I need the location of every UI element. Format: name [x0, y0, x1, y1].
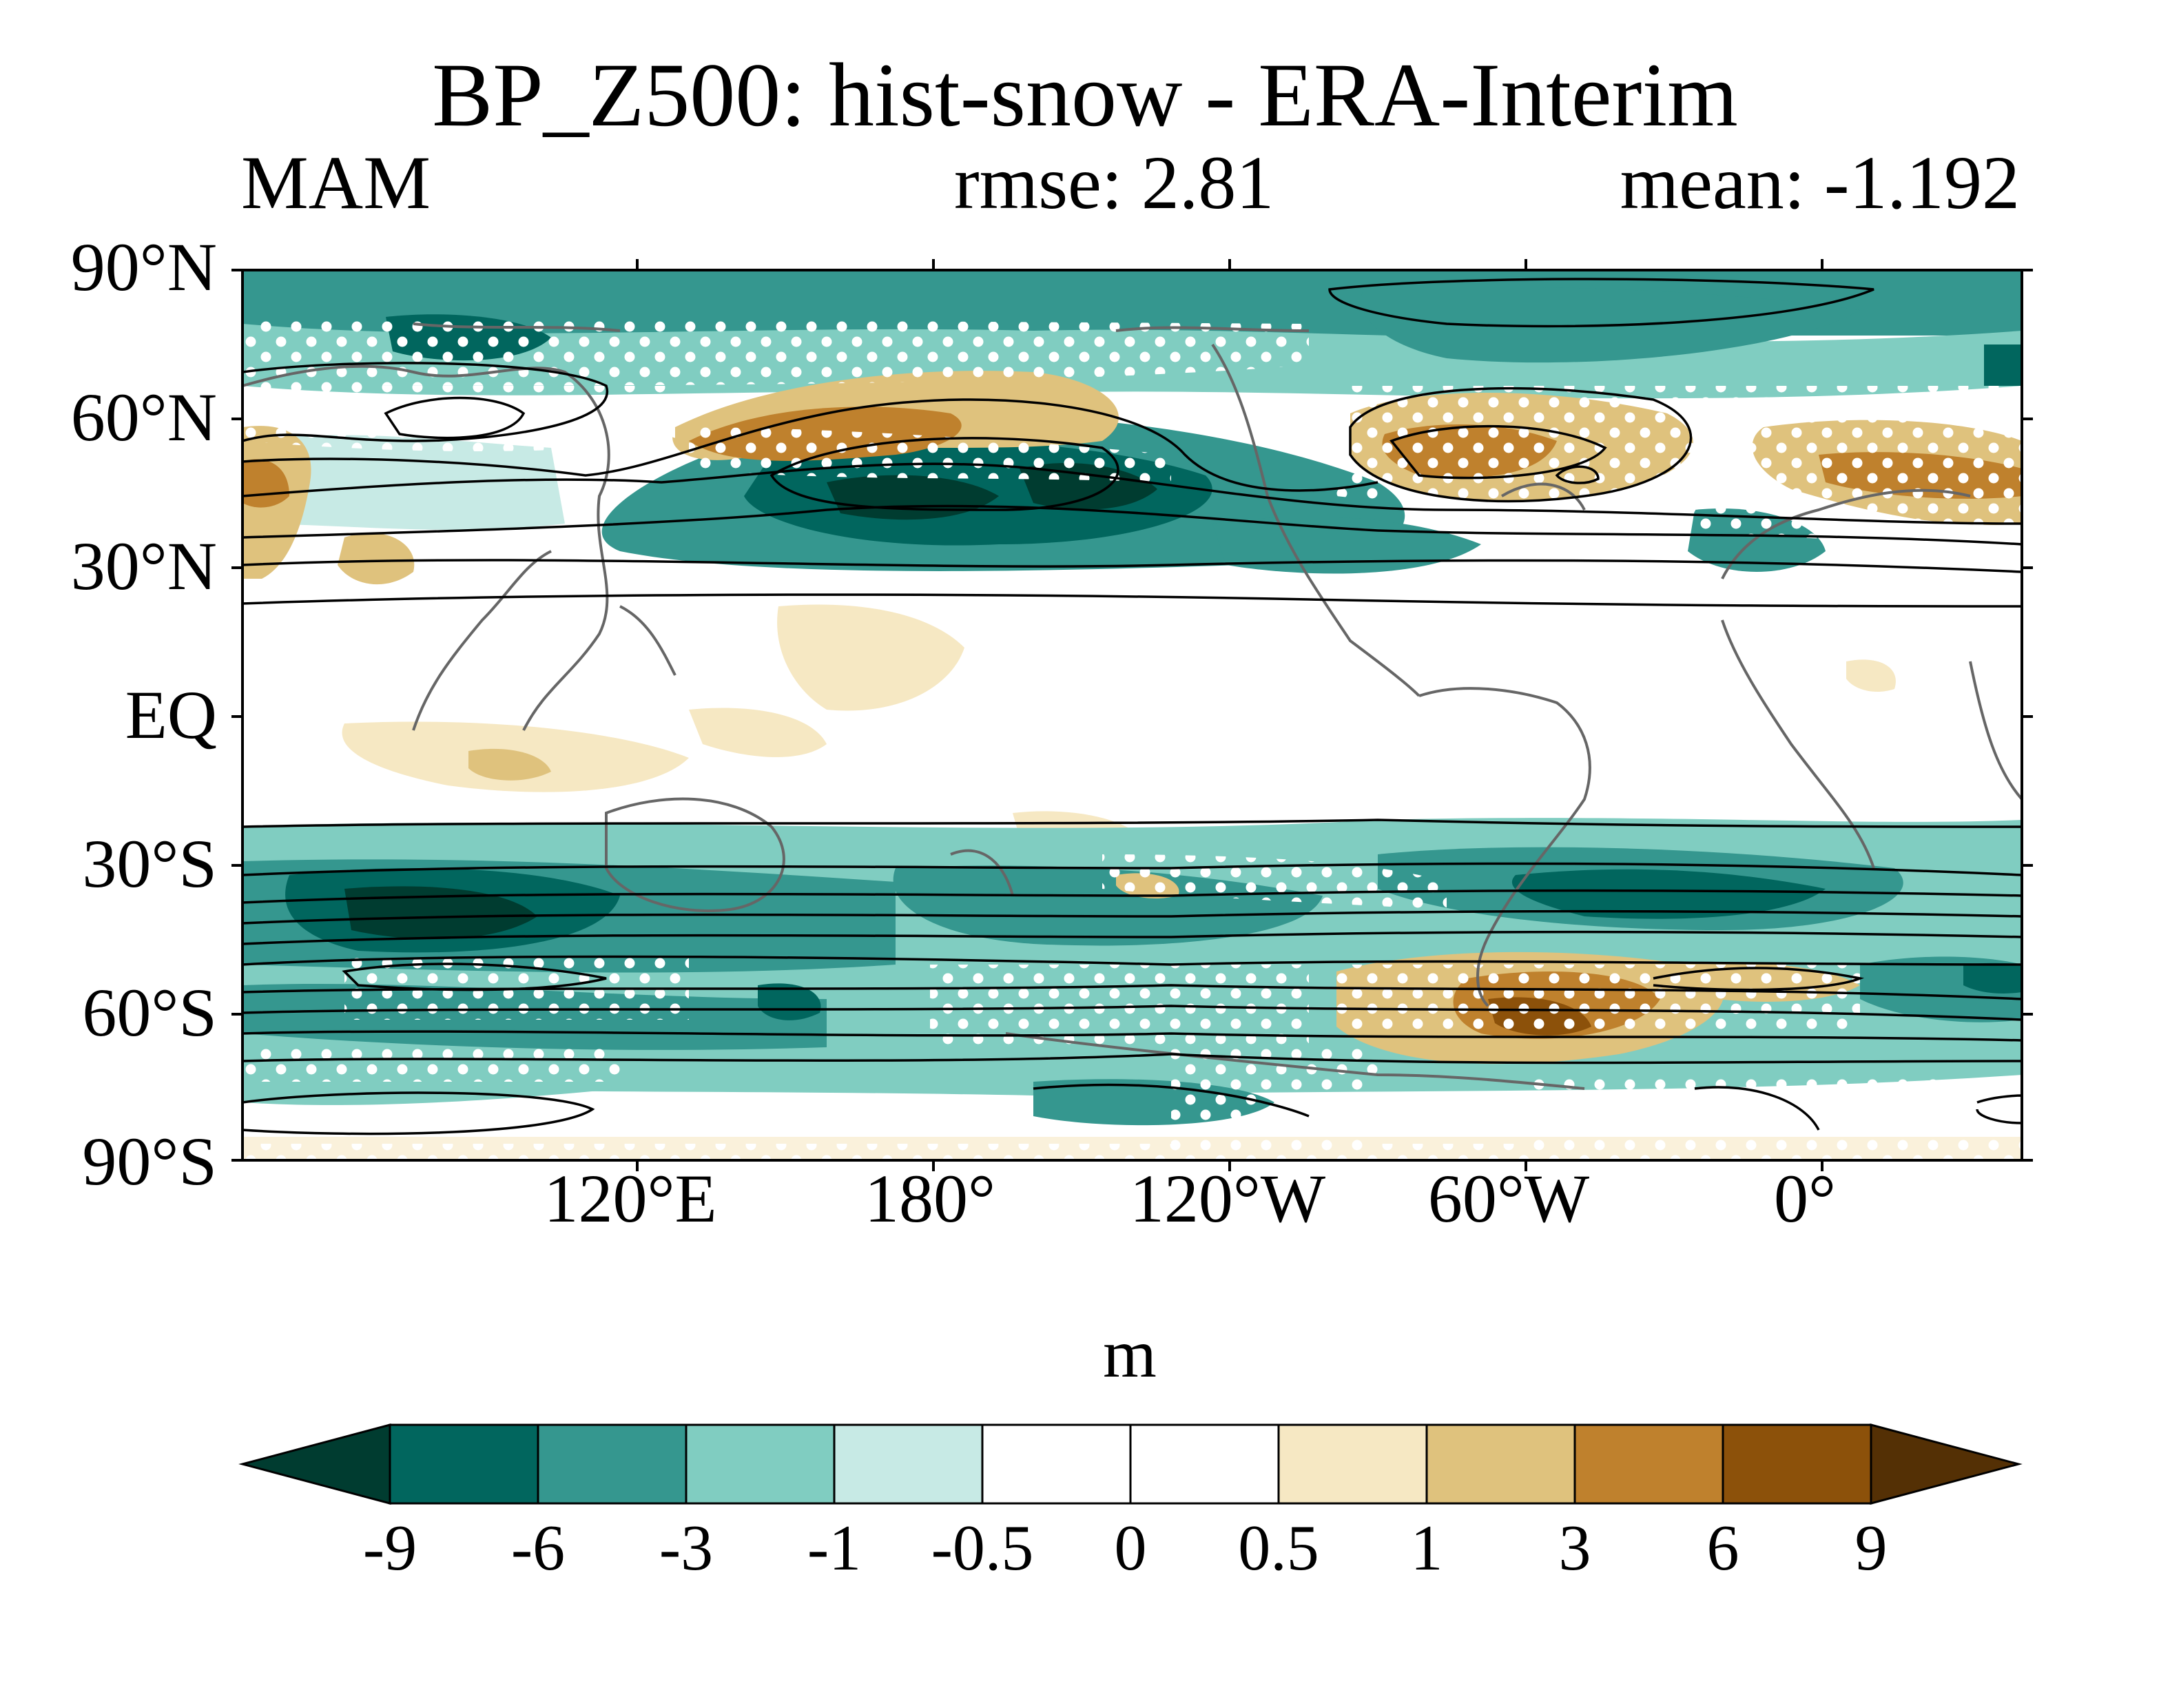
season-label: MAM: [241, 141, 431, 225]
colorbar-swatch: [1573, 1423, 1724, 1505]
colorbar-tick-label: 3: [1558, 1512, 1591, 1584]
map-panel: [242, 270, 2022, 1160]
colorbar-swatch: [685, 1423, 836, 1505]
colorbar-tick-label: -0.5: [931, 1512, 1034, 1584]
lat-label-60s: 60°S: [82, 974, 217, 1051]
colorbar-tick-label: -6: [510, 1512, 566, 1584]
colorbar-swatch: [1277, 1423, 1428, 1505]
colorbar-swatch: [537, 1423, 688, 1505]
lon-label-0: 0°: [1774, 1160, 1836, 1237]
colorbar-min-extension: [238, 1423, 391, 1505]
colorbar-tick-label: -1: [807, 1512, 862, 1584]
lat-label-eq: EQ: [125, 677, 217, 753]
colorbar-tick-label: 0.5: [1238, 1512, 1319, 1584]
colorbar-tick-label: 9: [1854, 1512, 1888, 1584]
lat-label-90s: 90°S: [82, 1123, 217, 1200]
colorbar-units: m: [1103, 1315, 1157, 1392]
lon-label-120e: 120°E: [544, 1160, 717, 1237]
colorbar-swatch: [833, 1423, 984, 1505]
lon-label-120w: 120°W: [1129, 1160, 1326, 1237]
lat-label-90n: 90°N: [70, 229, 217, 305]
lat-label-30n: 30°N: [70, 528, 217, 604]
colorbar-tick-label: 1: [1410, 1512, 1443, 1584]
colorbar-swatch: [1722, 1423, 1872, 1505]
colorbar-tick-label: -3: [659, 1512, 714, 1584]
reference-contours: [242, 278, 2022, 1135]
lat-label-60n: 60°N: [70, 379, 217, 455]
lon-label-60w: 60°W: [1427, 1160, 1590, 1237]
colorbar-tick-label: -9: [362, 1512, 417, 1584]
colorbar-swatch: [389, 1423, 539, 1505]
colorbar-tick-label: 0: [1114, 1512, 1147, 1584]
map-frame: [231, 259, 2033, 1171]
coastlines: [242, 322, 2022, 1090]
mean-label: mean: -1.192: [1620, 141, 2020, 225]
colorbar-swatch: [981, 1423, 1132, 1505]
colorbar-swatch: [1425, 1423, 1576, 1505]
rmse-label: rmse: 2.81: [954, 141, 1274, 225]
lon-label-180: 180°: [865, 1160, 995, 1237]
figure-title: BP_Z500: hist-snow - ERA-Interim: [432, 44, 1738, 145]
colorbar-max-extension: [1870, 1423, 2023, 1505]
colorbar-swatch: [1129, 1423, 1280, 1505]
colorbar-tick-label: 6: [1706, 1512, 1739, 1584]
lat-label-30s: 30°S: [82, 825, 217, 902]
colorbar: [238, 1423, 2023, 1505]
